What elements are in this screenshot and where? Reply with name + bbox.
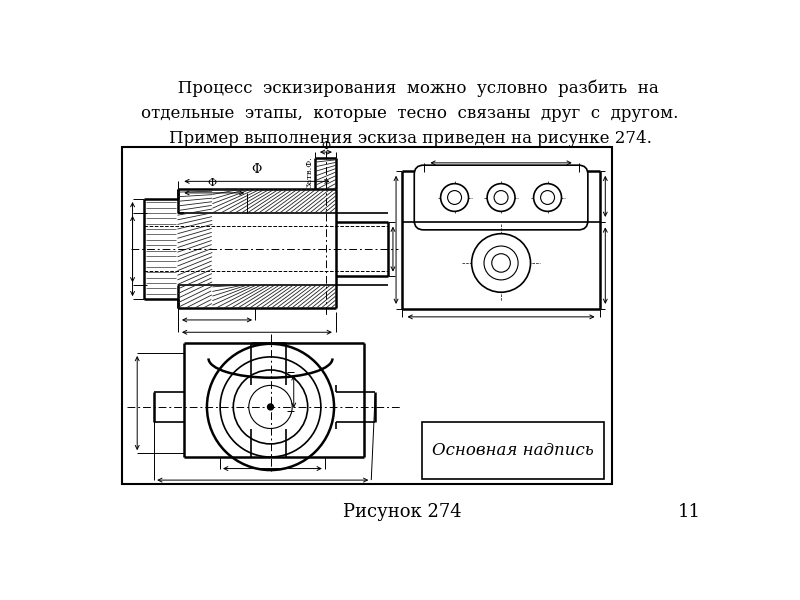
Circle shape	[541, 191, 554, 205]
Text: Процесс  эскизирования  можно  условно  разбить  на
отдельные  этапы,  которые  : Процесс эскизирования можно условно разб…	[142, 80, 678, 147]
Text: Рисунок 274: Рисунок 274	[343, 503, 462, 521]
Circle shape	[472, 234, 530, 292]
Circle shape	[441, 184, 469, 211]
Text: Φ: Φ	[208, 178, 217, 188]
Text: Φ: Φ	[251, 163, 262, 176]
Circle shape	[492, 254, 510, 272]
Text: Основная надпись: Основная надпись	[432, 442, 594, 459]
Circle shape	[494, 191, 508, 205]
Text: Φ: Φ	[321, 142, 330, 151]
Bar	[422, 422, 604, 479]
Circle shape	[267, 404, 274, 410]
Text: 11: 11	[678, 503, 701, 521]
Circle shape	[534, 184, 562, 211]
Circle shape	[484, 246, 518, 280]
Circle shape	[447, 191, 462, 205]
Bar	[122, 146, 611, 484]
Circle shape	[487, 184, 515, 211]
Text: Затв.Ф.: Затв.Ф.	[306, 156, 314, 188]
FancyBboxPatch shape	[414, 165, 588, 230]
